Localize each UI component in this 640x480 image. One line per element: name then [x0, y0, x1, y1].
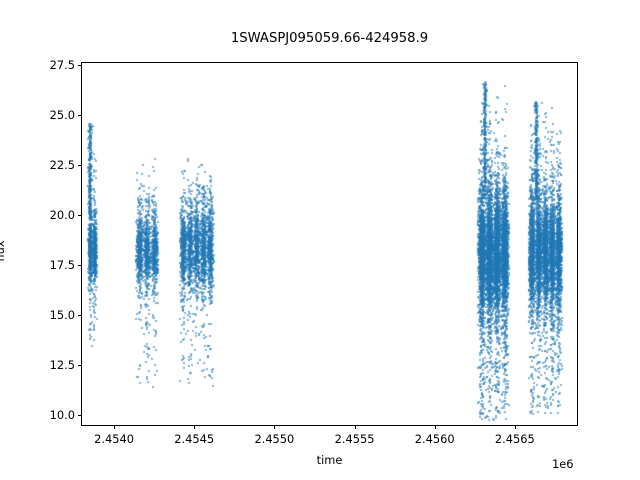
x-tick-mark: [514, 425, 516, 429]
x-tick-mark: [354, 425, 356, 429]
x-tick-mark: [194, 425, 196, 429]
y-tick-mark: [78, 265, 82, 266]
scatter-points-canvas: [82, 63, 577, 425]
y-tick-mark: [78, 365, 82, 366]
y-tick-label: 15.0: [49, 308, 75, 322]
plot-area: [82, 63, 577, 425]
y-tick-label: 20.0: [49, 208, 75, 222]
y-tick-label: 22.5: [49, 158, 75, 172]
y-axis-label: flux: [0, 240, 7, 262]
x-tick-label: 2.4550: [254, 432, 295, 446]
x-tick-mark: [274, 425, 276, 429]
plot-axes: 10.0 12.5 15.0 17.5 20.0 22.5 25.0 27.5 2.4540 2…: [50, 58, 578, 446]
y-tick-label: 10.0: [49, 408, 75, 422]
y-tick-mark: [78, 315, 82, 316]
y-tick-mark: [78, 215, 82, 216]
x-tick-label: 2.4545: [174, 432, 215, 446]
x-axis-label: time: [316, 453, 343, 467]
x-tick-mark: [114, 425, 116, 429]
y-tick-mark: [78, 415, 82, 416]
x-tick-label: 2.4560: [414, 432, 455, 446]
x-tick-label: 2.4565: [494, 432, 535, 446]
y-tick-label: 25.0: [49, 108, 75, 122]
chart-title: 1SWASPJ095059.66-424958.9: [230, 31, 429, 46]
y-tick-mark: [78, 165, 82, 166]
x-axis-offset-text: 1e6: [552, 457, 574, 471]
x-tick-label: 2.4555: [334, 432, 375, 446]
y-tick-label: 17.5: [49, 258, 75, 272]
y-tick-label: 27.5: [49, 58, 75, 72]
y-tick-mark: [78, 115, 82, 116]
y-tick-mark: [78, 65, 82, 66]
x-tick-label: 2.4540: [94, 432, 134, 446]
x-tick-mark: [434, 425, 436, 429]
y-tick-label: 12.5: [49, 358, 75, 372]
